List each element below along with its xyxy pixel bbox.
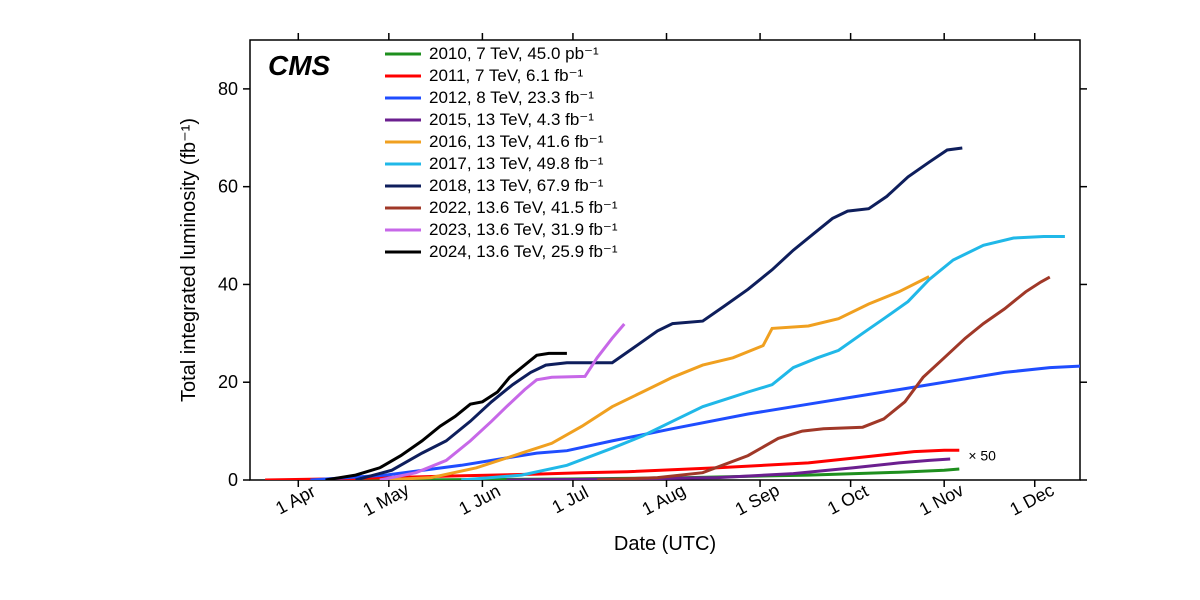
x-tick-label: 1 Apr [272,481,319,518]
y-tick-label: 80 [218,79,238,99]
x-tick-label: 1 Oct [824,481,871,519]
legend-label: 2023, 13.6 TeV, 31.9 fb⁻¹ [429,220,618,239]
y-tick-label: 0 [228,470,238,490]
y-axis-label: Total integrated luminosity (fb⁻¹) [178,118,200,402]
x-tick-label: 1 Jun [455,481,503,519]
x-tick-label: 1 May [360,479,413,520]
legend-label: 2017, 13 TeV, 49.8 fb⁻¹ [429,154,604,173]
series-line [380,277,929,480]
legend-label: 2010, 7 TeV, 45.0 pb⁻¹ [429,44,599,63]
luminosity-chart: 0 20 40 60 80 1 Apr 1 May 1 Jun 1 Jul 1 Aug 1 Sep 1… [0,0,1200,600]
x-tick-label: 1 Jul [549,482,592,518]
x-tick-label: 1 Dec [1006,480,1057,520]
y-tick-label: 20 [218,372,238,392]
legend-label: 2016, 13 TeV, 41.6 fb⁻¹ [429,132,604,151]
series-line [310,366,1080,480]
legend-label: 2011, 7 TeV, 6.1 fb⁻¹ [429,66,584,85]
x-tick-label: 1 Sep [732,480,783,520]
legend-label: 2018, 13 TeV, 67.9 fb⁻¹ [429,176,604,195]
legend-label: 2024, 13.6 TeV, 25.9 fb⁻¹ [429,242,618,261]
x-tick-label: 1 Nov [916,480,967,520]
chart-svg: 0 20 40 60 80 1 Apr 1 May 1 Jun 1 Jul 1 Aug 1 Sep 1… [0,0,1200,600]
x-tick-label: 1 Aug [639,480,689,519]
scale-annotation: × 50 [968,447,996,463]
legend-label: 2015, 13 TeV, 4.3 fb⁻¹ [429,110,594,129]
y-tick-label: 60 [218,177,238,197]
x-axis-label: Date (UTC) [614,533,716,555]
experiment-label: CMS [268,50,331,81]
y-tick-label: 40 [218,274,238,294]
legend-label: 2012, 8 TeV, 23.3 fb⁻¹ [429,88,594,107]
legend-label: 2022, 13.6 TeV, 41.5 fb⁻¹ [429,198,618,217]
